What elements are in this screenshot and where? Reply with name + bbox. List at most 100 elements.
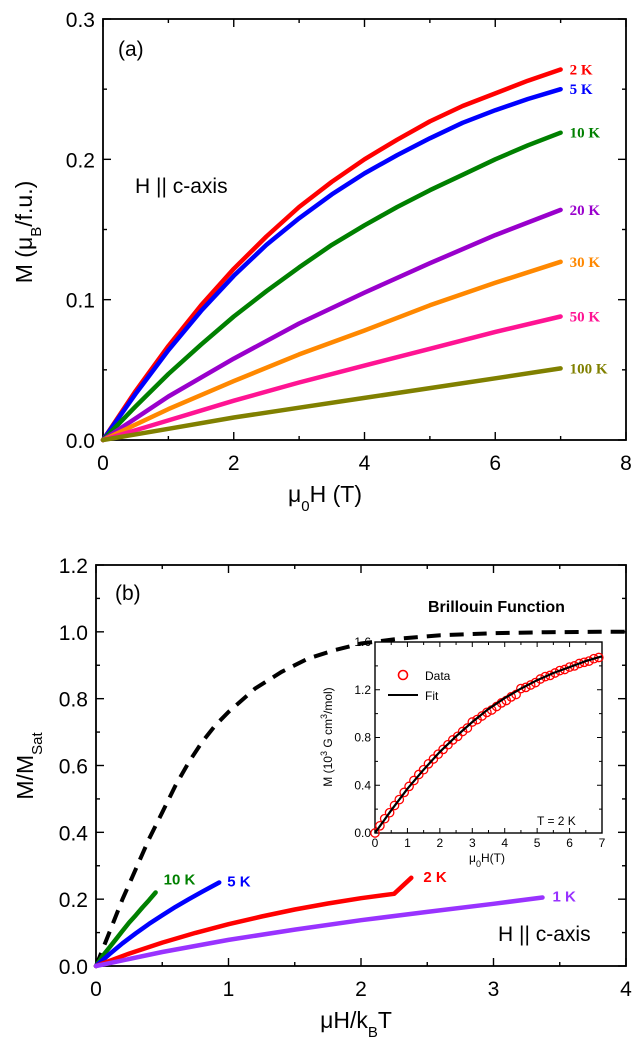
inset-legend-data-label: Data [425, 669, 451, 683]
y-tick-label: 0.8 [354, 731, 371, 745]
panel-b-ticks: 0 1 2 3 4 0.0 0.2 0.4 0.6 0.8 1.0 1.2 [59, 555, 632, 1001]
series-line-20-k [100, 207, 563, 443]
x-tick-label: 3 [469, 836, 476, 850]
y-tick-label: 0.2 [66, 149, 95, 172]
x-tick-label: 3 [488, 978, 500, 1001]
inset-data-point [384, 807, 395, 818]
inset-data-point [457, 726, 468, 737]
inset-data-point [418, 764, 429, 775]
inset-data-point [433, 749, 444, 760]
series-line-5-k [100, 86, 563, 443]
series-line-2-k [93, 875, 414, 969]
inset-data-point [370, 828, 380, 838]
x-tick-label: 1 [404, 836, 411, 850]
inset-data-point [452, 731, 463, 742]
x-tick-label: 7 [599, 836, 606, 850]
panel-b-xlabel: μH/kBT [320, 1007, 392, 1038]
x-tick-label: 4 [359, 452, 371, 475]
series-label-20-k: 20 K [570, 203, 601, 219]
y-tick-label: 0.0 [66, 430, 95, 453]
brillouin-curve [94, 629, 626, 967]
x-tick-label: 4 [620, 978, 632, 1001]
series-line-100-k [100, 366, 563, 443]
inset-data-point [462, 723, 473, 733]
inset-data-point [379, 813, 390, 824]
x-tick-label: 0 [90, 978, 102, 1001]
series-label-5-k: 5 K [227, 873, 251, 890]
series-label-30-k: 30 K [570, 255, 601, 271]
inset-data-point [564, 662, 575, 672]
x-tick-label: 6 [566, 836, 573, 850]
inset-series [370, 652, 604, 838]
y-tick-label: 0.0 [354, 826, 371, 840]
panel-b-label: (b) [115, 582, 141, 605]
panel-a-ylabel: M (μB/f.u.) [11, 181, 45, 284]
panel-a-annotation: H || c-axis [135, 175, 228, 198]
inset-data-point [409, 775, 419, 786]
inset-legend-data-marker [397, 669, 409, 681]
series-label-50-k: 50 K [570, 310, 601, 326]
inset-xlabel: μ0H(T) [469, 851, 505, 869]
inset-annotation: T = 2 K [537, 814, 576, 828]
y-tick-label: 0.0 [59, 956, 88, 979]
x-tick-label: 4 [501, 836, 508, 850]
y-tick-label: 0.2 [59, 889, 88, 912]
x-tick-label: 0 [97, 452, 109, 475]
y-tick-label: 1.2 [354, 683, 371, 697]
series-label-1-k: 1 K [553, 888, 577, 905]
y-tick-label: 0.3 [66, 9, 95, 32]
x-tick-label: 2 [355, 978, 367, 1001]
inset-data-point [574, 658, 585, 669]
panel-a-series: 2 K 5 K 10 K 20 K 30 K 50 K 100 K [100, 63, 608, 443]
series-line-10-k [93, 890, 158, 969]
panel-a: 0 2 4 6 8 0.0 0.1 0.2 0.3 2 K 5 K 10 K 20 K 30 K 50 K… [11, 9, 632, 515]
inset: 0 1 2 3 4 5 6 7 0.0 0.4 0.8 1.2 1.6 Data Fit T = 2 K… [319, 635, 606, 869]
series-line-5-k [93, 880, 222, 969]
series-line-2-k [100, 67, 563, 443]
inset-data-point [554, 665, 565, 676]
panel-b-series: 10 K 5 K 2 K 1 K [93, 629, 626, 969]
inset-data-point [540, 671, 551, 682]
y-tick-label: 0.4 [59, 822, 89, 845]
series-line-10-k [100, 130, 563, 443]
series-label-10-k: 10 K [164, 871, 196, 888]
y-tick-label: 0.4 [354, 778, 371, 792]
y-tick-label: 0.6 [59, 756, 88, 779]
series-label-100-k: 100 K [570, 361, 608, 377]
series-label-5-k: 5 K [570, 82, 593, 98]
y-tick-label: 1.2 [59, 555, 88, 578]
series-label-2-k: 2 K [570, 63, 593, 79]
series-label-2-k: 2 K [423, 869, 447, 886]
y-tick-label: 0.8 [59, 689, 88, 712]
series-line-30-k [100, 259, 563, 443]
inset-data-point [404, 781, 414, 792]
panel-b-annotation: H || c-axis [498, 923, 591, 946]
inset-fit-line [374, 655, 603, 834]
panel-a-frame [102, 18, 627, 441]
brillouin-label: Brillouin Function [428, 599, 565, 616]
series-line-1-k [93, 895, 545, 969]
y-tick-label: 1.0 [59, 622, 88, 645]
inset-data-point [467, 717, 478, 727]
x-tick-label: 8 [620, 452, 632, 475]
x-tick-label: 1 [223, 978, 235, 1001]
inset-data-point [399, 787, 410, 798]
inset-data-point [423, 758, 434, 769]
y-tick-label: 0.1 [66, 290, 95, 313]
x-tick-label: 0 [372, 836, 379, 850]
panel-a-xlabel: μ0H (T) [288, 481, 362, 515]
inset-data-point [535, 674, 546, 684]
inset-ylabel: M (103 G cm3/mol) [319, 687, 335, 786]
x-tick-label: 2 [437, 836, 444, 850]
inset-data-point [394, 794, 405, 805]
inset-data-point [375, 820, 385, 831]
y-tick-label: 1.6 [354, 635, 371, 649]
series-line-50-k [100, 314, 563, 443]
inset-legend-fit-label: Fit [425, 689, 439, 703]
panel-a-label: (a) [118, 38, 144, 61]
x-tick-label: 2 [228, 452, 240, 475]
series-label-10-k: 10 K [570, 126, 601, 142]
x-tick-label: 5 [534, 836, 541, 850]
inset-ticks: 0 1 2 3 4 5 6 7 0.0 0.4 0.8 1.2 1.6 [354, 635, 605, 850]
